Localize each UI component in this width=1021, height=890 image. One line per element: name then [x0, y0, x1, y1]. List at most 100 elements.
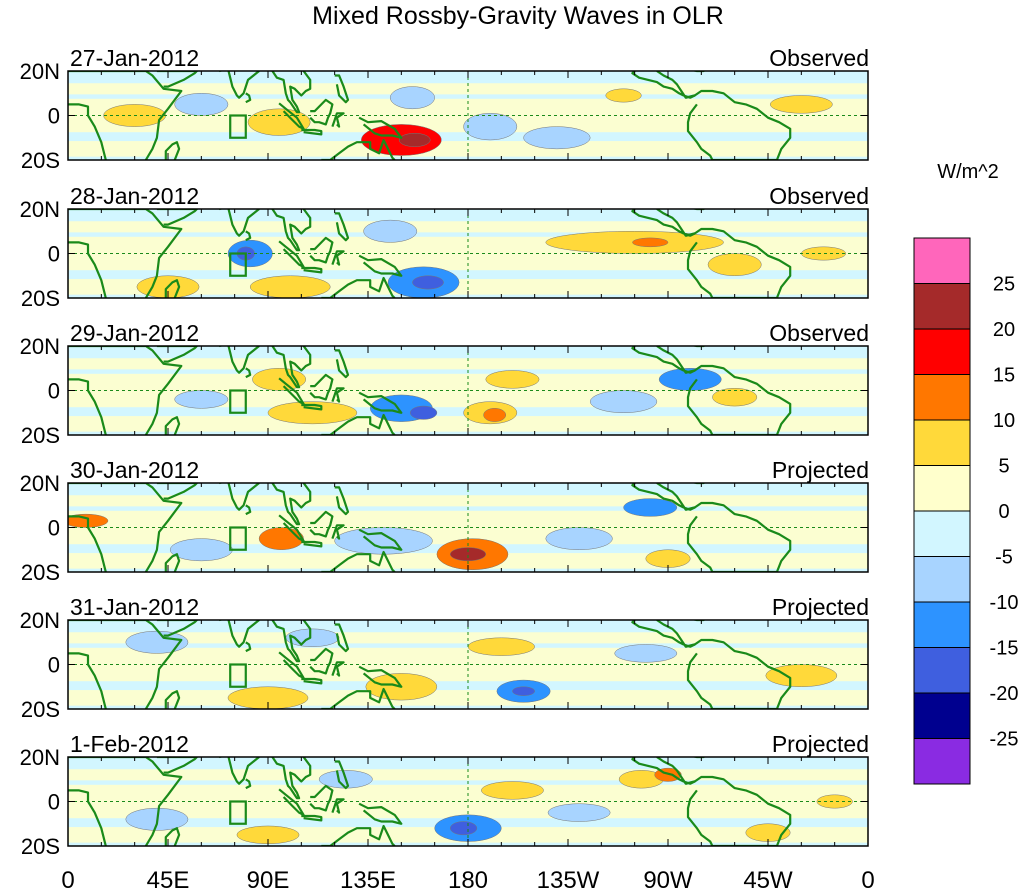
coastline-africa: [68, 483, 183, 572]
coastline-madagascar: [164, 553, 181, 572]
panel-status-label: Projected: [772, 457, 869, 483]
olr-anomaly-blob: [707, 253, 762, 276]
colorbar-label: -25: [990, 729, 1019, 751]
coastline-java: [301, 677, 323, 685]
coastline-india: [219, 346, 260, 374]
lat-label: 0: [48, 516, 60, 541]
lat-label: 20S: [21, 423, 60, 448]
coastlines: [68, 346, 792, 435]
colorbar-swatch: [913, 556, 971, 603]
colorbar-swatch: [913, 237, 971, 284]
coastlines: [68, 71, 792, 160]
positive-band: [68, 632, 868, 644]
olr-anomaly-blob: [174, 93, 229, 116]
coastline-sumatra: [278, 102, 305, 130]
coastline-samerica: [685, 227, 792, 298]
panel-1: 20N 0 20S 27-Jan-2012 Observed: [20, 45, 869, 173]
lat-label: 20S: [21, 148, 60, 173]
olr-anomaly-blob: [389, 86, 435, 110]
coastline-borneo: [309, 510, 334, 538]
olr-anomaly-blob: [605, 88, 642, 103]
lon-label: 45E: [147, 867, 190, 890]
colorbar-label: 10: [993, 410, 1015, 432]
olr-anomaly-blob: [769, 95, 833, 114]
coastline-australia: [321, 824, 396, 846]
coastline-africa: [68, 346, 183, 435]
panel-date-label: 1-Feb-2012: [70, 731, 189, 757]
coastline-samerica: [685, 364, 792, 435]
panel-date-label: 30-Jan-2012: [70, 457, 199, 483]
coastline-india: [219, 209, 260, 237]
coastline-madagascar: [164, 141, 181, 160]
coastline-arabia: [156, 346, 198, 363]
coastline-india: [219, 620, 260, 648]
lat-label: 0: [48, 653, 60, 678]
coastline-arabia: [156, 483, 198, 500]
lon-label: 90E: [247, 867, 290, 890]
coastline-madagascar: [164, 690, 181, 709]
coastline-philippines: [334, 486, 350, 516]
colorbar-label: 5: [998, 456, 1009, 478]
olr-anomaly-blob: [363, 219, 418, 243]
coastline-india: [219, 757, 260, 785]
olr-anomaly-blob: [449, 821, 478, 836]
colorbar-label: -10: [990, 592, 1019, 614]
coastline-srilanka: [245, 778, 252, 790]
olr-anomaly-blob: [169, 538, 233, 562]
colorbar-swatch: [913, 692, 971, 739]
coastline-srilanka: [245, 92, 252, 104]
coastline-samerica: [685, 89, 792, 160]
olr-anomaly-blob: [174, 390, 229, 409]
coastline-sulawesi: [331, 112, 345, 128]
lat-label: 20N: [20, 59, 60, 84]
panel-3: 20N 0 20S 29-Jan-2012 Observed: [20, 320, 869, 448]
colorbar-swatch: [913, 419, 971, 466]
coastline-indochina: [271, 757, 312, 800]
coastline-india: [219, 71, 260, 99]
coastline-borneo: [309, 373, 334, 401]
olr-anomaly-blob: [449, 547, 487, 562]
panel-status-label: Projected: [772, 731, 869, 757]
lat-label: 20S: [21, 834, 60, 859]
olr-anomaly-blob: [545, 527, 613, 550]
olr-anomaly-blob: [467, 637, 535, 656]
panel-date-label: 27-Jan-2012: [70, 45, 199, 71]
positive-band: [68, 83, 868, 95]
coastline-newguinea: [358, 665, 403, 688]
olr-anomaly-blob: [765, 664, 838, 687]
coastline-borneo: [309, 784, 334, 812]
olr-anomaly-blob: [267, 401, 358, 425]
coastline-sulawesi: [331, 524, 345, 540]
lat-label: 0: [48, 104, 60, 129]
positive-band: [68, 495, 868, 507]
coastline-africa: [68, 71, 183, 160]
colorbar-label: 15: [993, 365, 1015, 387]
olr-anomaly-blob: [463, 113, 518, 141]
coastline-borneo: [309, 236, 334, 264]
olr-anomaly-blob: [632, 237, 669, 248]
coastline-newguinea: [358, 254, 403, 277]
coastlines: [68, 757, 792, 846]
coastline-sulawesi: [331, 798, 345, 814]
olr-anomaly-blob: [249, 275, 331, 298]
colorbar-label: 20: [993, 319, 1015, 341]
olr-anomaly-blob: [512, 686, 535, 696]
coastline-samerica: [685, 638, 792, 709]
coastline-java: [301, 266, 323, 274]
coastline-newguinea: [358, 528, 403, 551]
positive-band: [68, 416, 868, 432]
panels-group: 20N 0 20S 27-Jan-2012 Observed 20N 0 20S 28-Jan-…: [20, 45, 869, 859]
panel-4: 20N 0 20S 30-Jan-2012 Projected: [20, 457, 869, 585]
positive-band: [68, 141, 868, 157]
coastline-madagascar: [164, 279, 181, 298]
coastline-australia: [321, 687, 396, 709]
olr-anomaly-blob: [623, 498, 678, 517]
lat-label: 0: [48, 790, 60, 815]
coastline-java: [301, 128, 323, 136]
olr-anomaly-blob: [816, 794, 853, 809]
olr-anomaly-blob: [412, 275, 444, 290]
coastline-borneo: [309, 98, 334, 126]
coastline-newguinea: [358, 802, 403, 825]
coastline-samerica: [685, 775, 792, 846]
